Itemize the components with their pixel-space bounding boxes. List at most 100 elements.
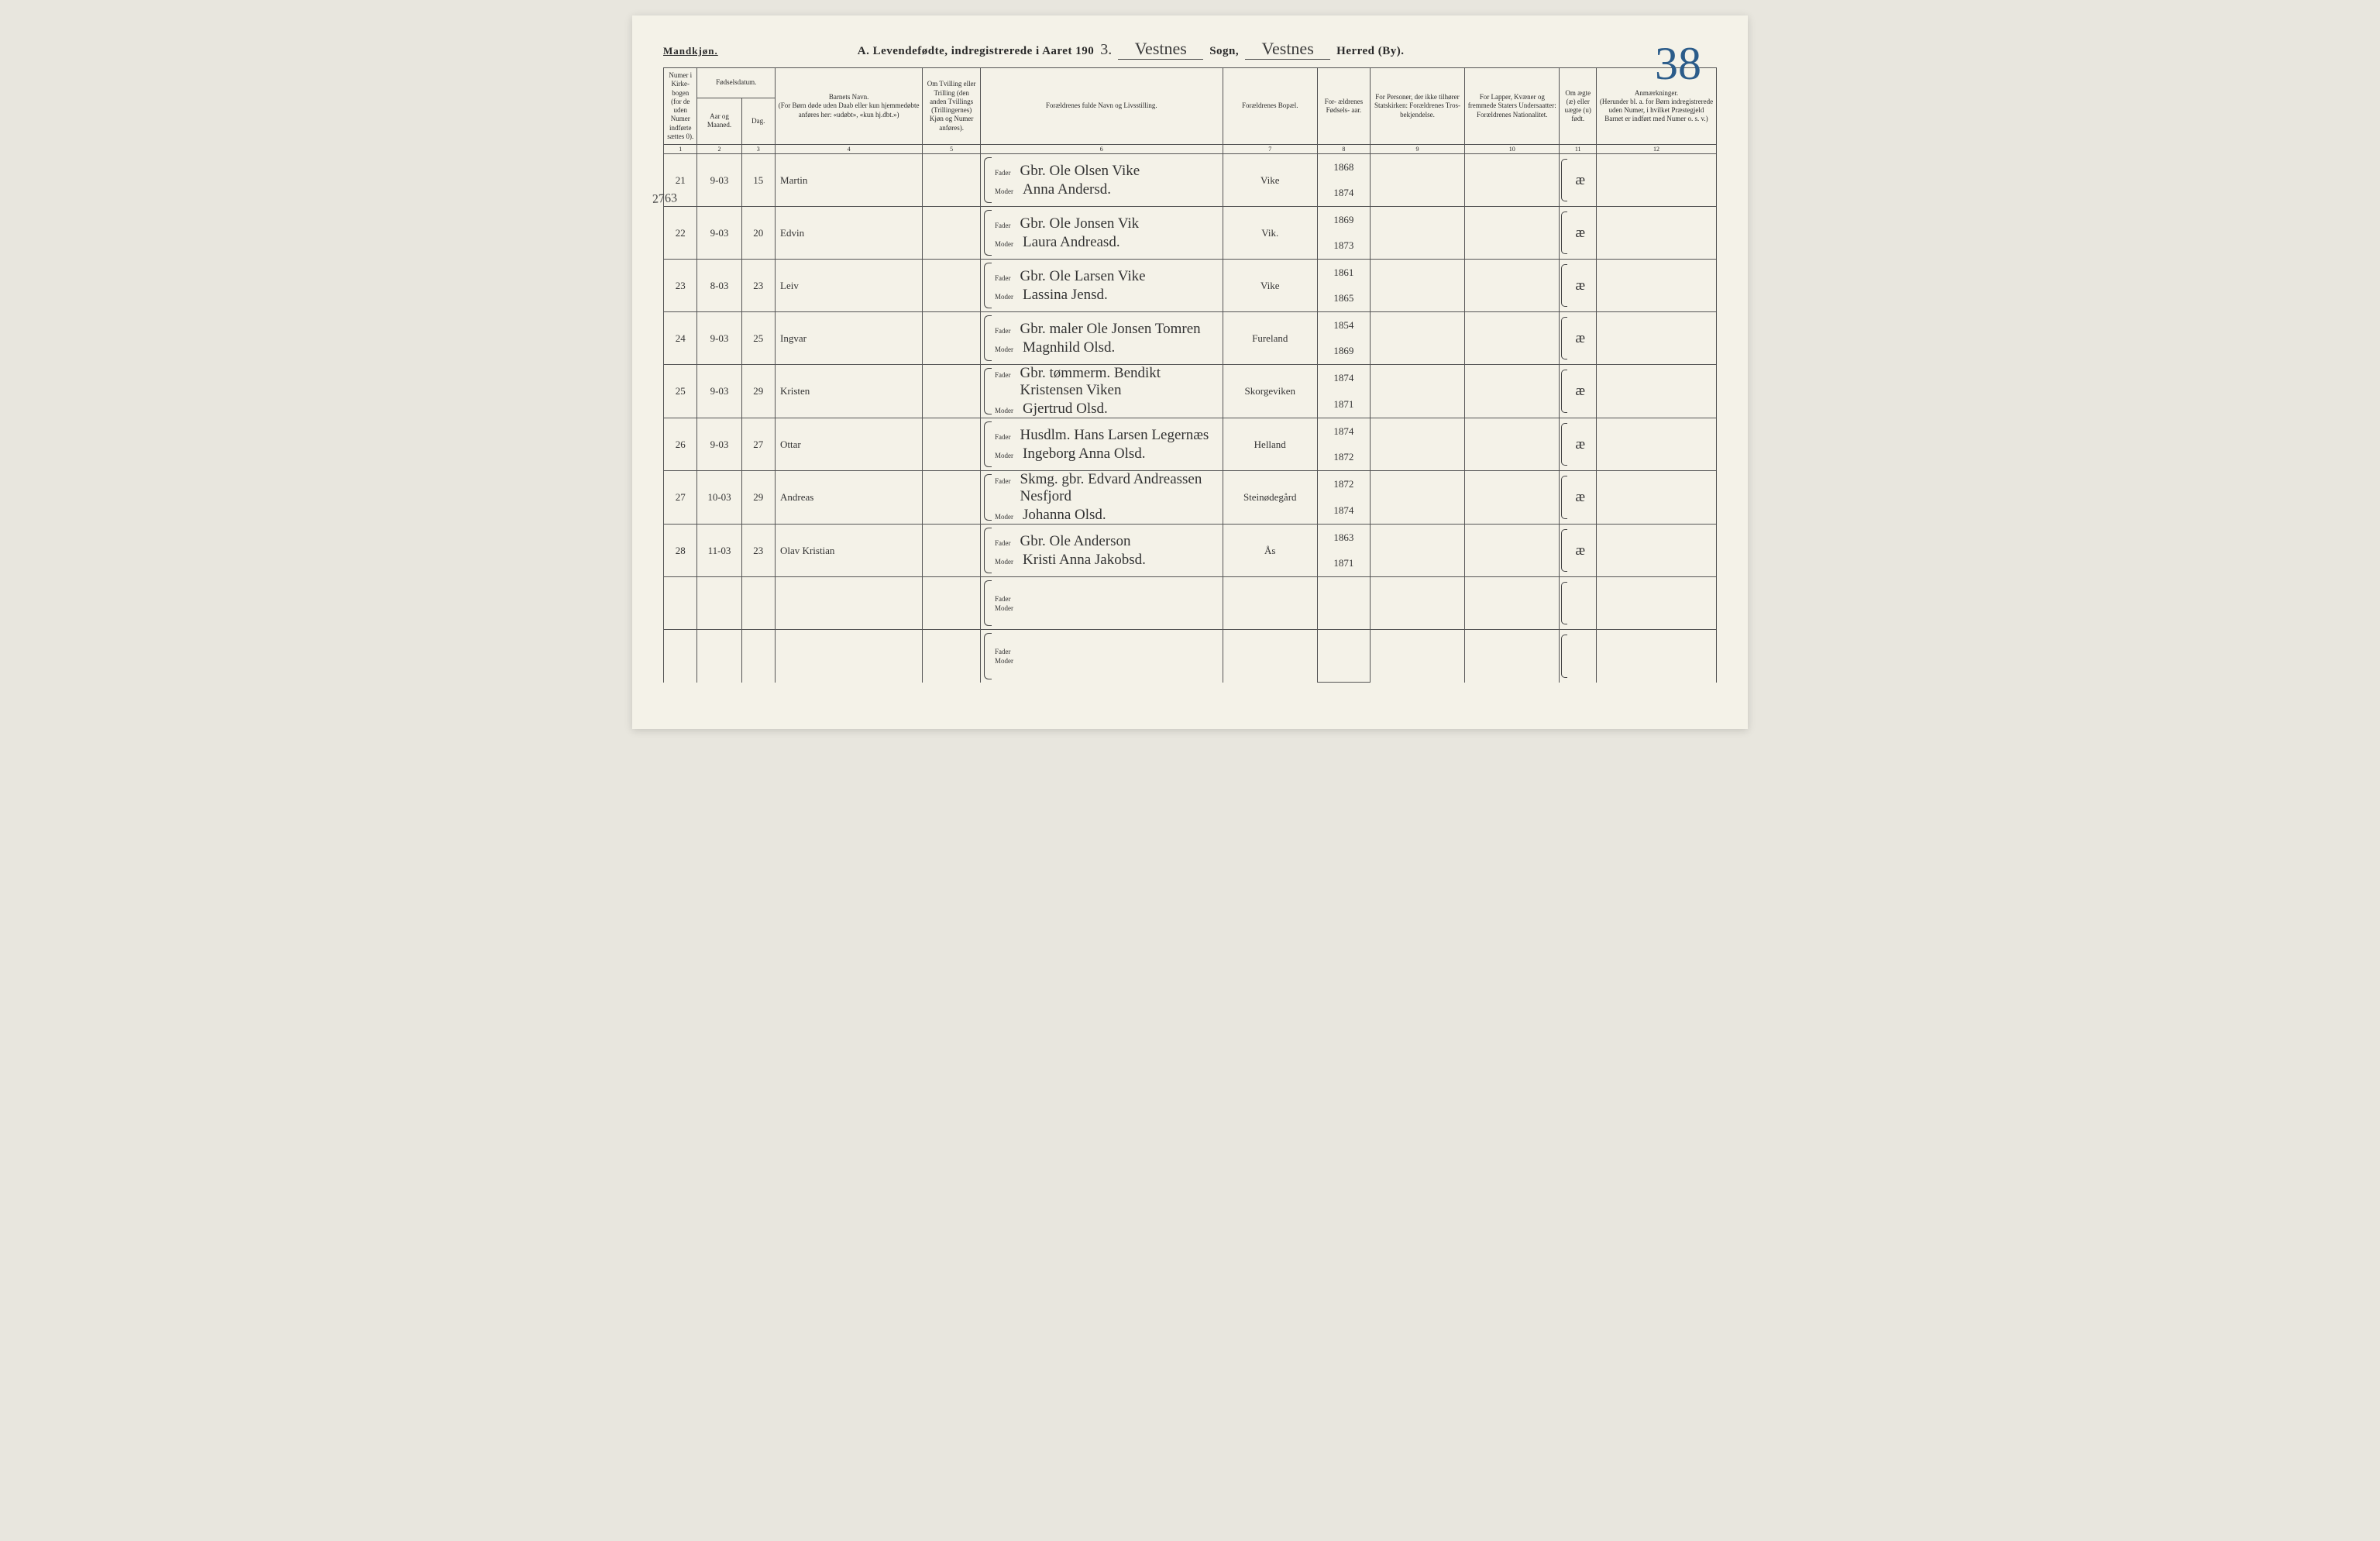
- mother-birth-year: [1317, 604, 1370, 630]
- brace-icon: [1561, 159, 1567, 201]
- mother-name: Johanna Olsd.: [1023, 507, 1106, 524]
- residence: Vike: [1223, 154, 1317, 207]
- nationality-cell: [1465, 525, 1560, 577]
- col-header: Dag.: [741, 98, 775, 144]
- brace-icon: [1561, 264, 1567, 307]
- twin-cell: [923, 365, 981, 418]
- entry-number: 27: [664, 471, 697, 525]
- religion-cell: [1370, 312, 1464, 365]
- religion-cell: [1370, 525, 1464, 577]
- mother-label: Moder: [995, 346, 1018, 353]
- brace-icon: [1561, 476, 1567, 519]
- legitimacy-cell: æ: [1560, 471, 1597, 525]
- legitimacy-value: æ: [1564, 330, 1585, 346]
- table-body: 219-0315MartinFaderGbr. Ole Olsen VikeMo…: [664, 154, 1717, 683]
- remarks-cell: [1596, 154, 1716, 207]
- nationality-cell: [1465, 471, 1560, 525]
- year-month: 9-03: [697, 154, 741, 207]
- col-header: For Lapper, Kvæner og fremmede Staters U…: [1465, 68, 1560, 145]
- entry-number: 25: [664, 365, 697, 418]
- twin-cell: [923, 577, 981, 630]
- residence: Skorgeviken: [1223, 365, 1317, 418]
- parents-cell: FaderGbr. tømmerm. Bendikt Kristensen Vi…: [981, 365, 1223, 418]
- brace-icon: [984, 157, 992, 203]
- mother-name: Laura Andreasd.: [1023, 234, 1120, 251]
- year-suffix: 3.: [1100, 41, 1112, 59]
- child-name: Edvin: [776, 207, 923, 260]
- father-name: Gbr. Ole Anderson: [1020, 533, 1131, 550]
- brace-icon: [1561, 529, 1567, 572]
- entry-number: 24: [664, 312, 697, 365]
- mother-birth-year: 1872: [1317, 445, 1370, 471]
- mother-label: Moder: [995, 240, 1018, 248]
- father-label: Fader: [995, 595, 1016, 603]
- father-birth-year: 1874: [1317, 365, 1370, 392]
- page-number: 38: [1655, 37, 1701, 91]
- mother-name: Lassina Jensd.: [1023, 287, 1108, 304]
- mother-name: Kristi Anna Jakobsd.: [1023, 552, 1146, 569]
- child-name: Ingvar: [776, 312, 923, 365]
- remarks-cell: [1596, 312, 1716, 365]
- mother-birth-year: 1874: [1317, 181, 1370, 207]
- mother-label: Moder: [995, 604, 1018, 612]
- father-birth-year: 1869: [1317, 207, 1370, 233]
- brace-icon: [984, 421, 992, 467]
- residence: Vik.: [1223, 207, 1317, 260]
- brace-icon: [984, 633, 992, 679]
- brace-icon: [1561, 317, 1567, 359]
- legitimacy-cell: æ: [1560, 154, 1597, 207]
- mother-birth-year: 1873: [1317, 233, 1370, 260]
- nationality-cell: [1465, 365, 1560, 418]
- year-month: 11-03: [697, 525, 741, 577]
- legitimacy-value: æ: [1564, 489, 1585, 505]
- child-name: Martin: [776, 154, 923, 207]
- colnum: 12: [1596, 145, 1716, 154]
- father-birth-year: 1872: [1317, 471, 1370, 498]
- mother-label: Moder: [995, 513, 1018, 521]
- colnum: 11: [1560, 145, 1597, 154]
- nationality-cell: [1465, 630, 1560, 683]
- father-birth-year: 1868: [1317, 154, 1370, 181]
- remarks-cell: [1596, 471, 1716, 525]
- remarks-cell: [1596, 365, 1716, 418]
- day: [741, 630, 775, 683]
- colnum: 2: [697, 145, 741, 154]
- father-name: Skmg. gbr. Edvard Andreassen Nesfjord: [1020, 471, 1218, 505]
- entry-number: [664, 577, 697, 630]
- gender-label: Mandkjøn.: [663, 45, 718, 57]
- residence: Helland: [1223, 418, 1317, 471]
- remarks-cell: [1596, 577, 1716, 630]
- father-label: Fader: [995, 274, 1016, 282]
- brace-icon: [1561, 582, 1567, 624]
- day: 23: [741, 525, 775, 577]
- col-header: Numer i Kirke- bogen (for de uden Numer …: [664, 68, 697, 145]
- col-header: Om ægte (æ) eller uægte (u) født.: [1560, 68, 1597, 145]
- legitimacy-cell: [1560, 577, 1597, 630]
- ledger-page: 38 2763 Mandkjøn. A. Levendefødte, indre…: [632, 15, 1748, 729]
- day: 29: [741, 471, 775, 525]
- header: Mandkjøn. A. Levendefødte, indregistrere…: [663, 39, 1717, 60]
- brace-icon: [984, 263, 992, 308]
- father-name: Gbr. maler Ole Jonsen Tomren: [1020, 321, 1201, 338]
- father-label: Fader: [995, 371, 1016, 379]
- child-name: Leiv: [776, 260, 923, 312]
- entry-number: 26: [664, 418, 697, 471]
- day: [741, 577, 775, 630]
- col-header: For Personer, der ikke tilhører Statskir…: [1370, 68, 1464, 145]
- residence: Ås: [1223, 525, 1317, 577]
- twin-cell: [923, 260, 981, 312]
- parents-cell: FaderGbr. Ole Olsen VikeModerAnna Anders…: [981, 154, 1223, 207]
- legitimacy-cell: æ: [1560, 365, 1597, 418]
- parents-cell: FaderGbr. Ole Jonsen VikModerLaura Andre…: [981, 207, 1223, 260]
- religion-cell: [1370, 365, 1464, 418]
- brace-icon: [1561, 370, 1567, 413]
- mother-label: Moder: [995, 407, 1018, 414]
- residence: Steinødegård: [1223, 471, 1317, 525]
- table-row: 2710-0329AndreasFaderSkmg. gbr. Edvard A…: [664, 471, 1717, 498]
- parents-cell: FaderGbr. maler Ole Jonsen TomrenModerMa…: [981, 312, 1223, 365]
- col-header: Barnets Navn. (For Børn døde uden Daab e…: [776, 68, 923, 145]
- mother-birth-year: 1871: [1317, 551, 1370, 577]
- remarks-cell: [1596, 630, 1716, 683]
- father-label: Fader: [995, 222, 1016, 229]
- twin-cell: [923, 207, 981, 260]
